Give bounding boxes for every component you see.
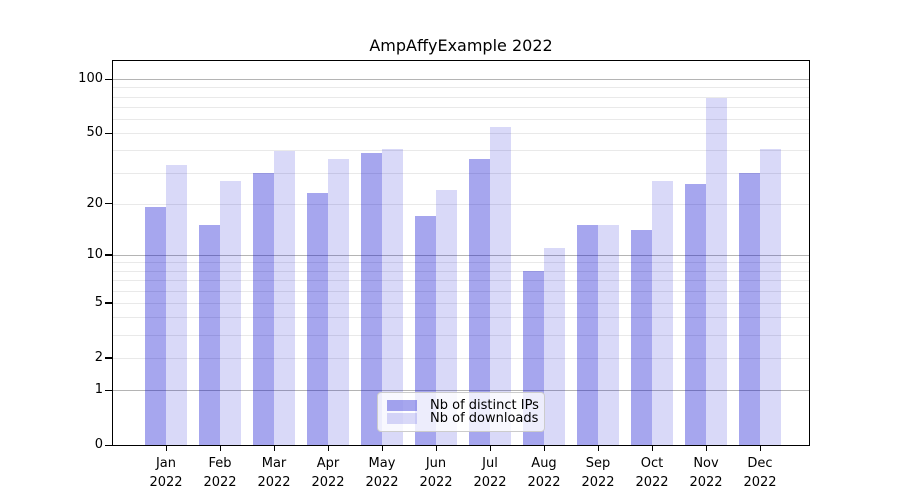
x-axis-tick: [651, 446, 653, 451]
bar-distinct-ips: [469, 158, 490, 445]
major-gridline: [113, 390, 809, 392]
x-axis-tick: [489, 446, 491, 451]
bar-distinct-ips: [307, 193, 328, 445]
legend-label-distinct-ips: Nb of distinct IPs: [430, 398, 539, 413]
plot-inner: 100 50 20 10 5 2 1 0 Jan 2022 Feb 2022 Mar 2022 Apr…: [78, 61, 809, 490]
y-axis-tick-label: 20: [86, 195, 103, 211]
minor-gridline: [113, 317, 809, 319]
minor-gridline: [113, 280, 809, 282]
bar-downloads: [328, 158, 349, 445]
legend-swatch-downloads: [387, 413, 417, 424]
y-axis-tick-label: 100: [78, 71, 103, 86]
x-axis-tick: [327, 446, 329, 451]
legend: Nb of distinct IPs Nb of downloads: [377, 392, 545, 432]
bar-distinct-ips: [253, 172, 274, 445]
x-axis-tick: [219, 446, 221, 451]
y-axis-tick: [105, 132, 112, 134]
bar-distinct-ips: [577, 225, 598, 445]
x-axis-tick: [381, 446, 383, 451]
bar-downloads: [274, 150, 295, 445]
bar-downloads: [598, 225, 619, 445]
y-axis-tick-label: 0: [94, 437, 103, 452]
minor-gridline: [113, 203, 809, 205]
bar-downloads: [544, 247, 565, 445]
major-gridline: [113, 254, 809, 256]
bar-distinct-ips: [415, 215, 436, 445]
y-axis-tick: [105, 357, 112, 359]
bar-distinct-ips: [199, 225, 220, 445]
x-axis-tick-label: Oct 2022: [635, 456, 669, 490]
x-axis-tick: [273, 446, 275, 451]
x-axis-tick: [543, 446, 545, 451]
y-axis-tick-label: 1: [94, 382, 103, 398]
y-axis-tick: [105, 254, 112, 256]
major-gridline: [113, 79, 809, 80]
bar-downloads: [760, 148, 781, 445]
minor-gridline: [113, 133, 809, 135]
x-axis-tick: [705, 446, 707, 451]
bar-distinct-ips: [739, 172, 760, 445]
minor-gridline: [113, 357, 809, 359]
bar-downloads: [706, 97, 727, 445]
bar-downloads: [436, 189, 457, 445]
x-axis-tick-label: Sep 2022: [581, 456, 615, 490]
x-axis-tick-label: May 2022: [365, 456, 399, 490]
chart-title: AmpAffyExample 2022: [369, 36, 553, 55]
minor-gridline: [113, 118, 809, 120]
y-axis-tick-label: 50: [86, 125, 103, 141]
y-axis-tick-label: 2: [94, 349, 103, 365]
minor-gridline: [113, 150, 809, 152]
y-axis-tick: [105, 78, 112, 80]
bar-distinct-ips: [685, 183, 706, 445]
bar-downloads: [490, 127, 511, 445]
bar-downloads: [382, 148, 403, 445]
bar-distinct-ips: [145, 207, 166, 445]
x-axis-tick-label: Jul 2022: [473, 456, 507, 490]
x-axis-tick-label: Aug 2022: [527, 456, 561, 490]
legend-swatch-distinct-ips: [387, 400, 417, 411]
bar-downloads: [220, 180, 241, 445]
x-axis-tick-label: Jun 2022: [419, 456, 453, 490]
bar-downloads: [166, 165, 187, 445]
y-axis-tick: [105, 302, 112, 304]
x-axis-tick-label: Apr 2022: [311, 456, 345, 490]
x-axis-tick: [165, 446, 167, 451]
y-axis-tick-label: 10: [86, 246, 103, 262]
minor-gridline: [113, 87, 809, 89]
y-axis-tick: [105, 444, 112, 446]
legend-label-downloads: Nb of downloads: [430, 411, 539, 426]
x-axis-tick-label: Nov 2022: [689, 456, 723, 490]
y-axis-tick: [105, 389, 112, 391]
x-axis-tick: [435, 446, 437, 451]
minor-gridline: [113, 96, 809, 98]
minor-gridline: [113, 290, 809, 292]
minor-gridline: [113, 106, 809, 108]
minor-gridline: [113, 172, 809, 174]
y-axis-tick-label: 5: [94, 294, 103, 310]
minor-gridline: [113, 302, 809, 304]
x-axis-tick: [597, 446, 599, 451]
x-axis-tick-label: Jan 2022: [149, 456, 183, 490]
bar-distinct-ips: [361, 152, 382, 445]
y-axis-tick: [105, 203, 112, 205]
bar-downloads: [652, 180, 673, 445]
minor-gridline: [113, 335, 809, 337]
legend-entry-downloads: Nb of downloads: [387, 411, 539, 426]
x-axis-tick-label: Mar 2022: [257, 456, 291, 490]
x-axis-tick-label: Dec 2022: [743, 456, 777, 490]
x-axis-tick-label: Feb 2022: [203, 456, 237, 490]
x-axis-tick: [759, 446, 761, 451]
minor-gridline: [113, 270, 809, 272]
plot-area: 100 50 20 10 5 2 1 0 Jan 2022 Feb 2022 Mar 2022 Apr…: [78, 60, 810, 490]
legend-entry-distinct-ips: Nb of distinct IPs: [387, 398, 539, 413]
bar-distinct-ips: [631, 230, 652, 445]
minor-gridline: [113, 262, 809, 264]
